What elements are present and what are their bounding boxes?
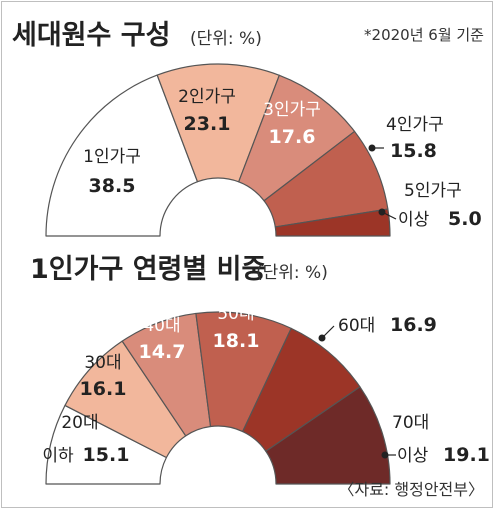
- chart2-label-6-name-line2: 이상: [397, 446, 429, 466]
- chart2-title: 1인가구 연령별 비중: [30, 254, 266, 285]
- chart1-label-3-value: 17.6: [269, 126, 316, 148]
- chart1-slice-5: [274, 208, 391, 237]
- chart2-unit: (단위: %): [256, 263, 328, 283]
- chart2-label-3-value: 14.7: [139, 341, 186, 363]
- chart2-label-2-name: 30대: [84, 353, 121, 373]
- chart2-label-4-value: 18.1: [213, 330, 260, 352]
- chart1-label-4-name: 4인가구: [386, 115, 444, 135]
- source-note: 〈자료: 행정안전부〉: [338, 480, 484, 499]
- chart2-label-4-name: 50대: [217, 304, 254, 324]
- chart1-leader-dot-2: [378, 208, 386, 216]
- chart1-label-5-name-line2: 이상: [398, 210, 430, 230]
- chart2-label-3-name: 40대: [143, 316, 180, 336]
- chart2-leader-dot-1: [318, 334, 326, 342]
- chart1-label-1-name: 1인가구: [83, 147, 141, 167]
- chart2-label-5-name: 60대: [338, 316, 375, 336]
- chart1-label-3-name: 3인가구: [263, 100, 321, 120]
- chart2-label-2-value: 16.1: [80, 378, 127, 400]
- chart1-label-5-value: 5.0: [448, 208, 482, 230]
- chart1-label-2-name: 2인가구: [178, 87, 236, 107]
- chart1-leader-dot-1: [368, 144, 376, 152]
- chart1-label-5-name-line1: 5인가구: [404, 181, 462, 201]
- chart1-slice-2: [156, 63, 280, 183]
- chart1-slice-1: [45, 74, 199, 237]
- chart2-label-1-name-line1: 20대: [61, 413, 98, 433]
- chart1-slices: [45, 63, 397, 237]
- chart1-label-1-value: 38.5: [89, 175, 136, 197]
- chart1-title: 세대원수 구성: [12, 20, 170, 51]
- chart2-label-1-name-line2: 이하: [42, 446, 74, 466]
- chart2-leader-dot-2: [381, 451, 389, 459]
- chart2-label-6-name-line1: 70대: [392, 413, 429, 433]
- chart2-label-6-value: 19.1: [443, 444, 490, 466]
- chart2-slice-6: [265, 386, 391, 485]
- chart2-slices: [45, 311, 396, 485]
- chart1-label-2-value: 23.1: [184, 113, 231, 135]
- chart1-note: *2020년 6월 기준: [364, 26, 484, 44]
- chart2-label-1-value: 15.1: [83, 444, 130, 466]
- chart1-unit: (단위: %): [190, 29, 262, 49]
- chart2-label-5-value: 16.9: [390, 314, 437, 336]
- chart1-label-4-value: 15.8: [390, 140, 437, 162]
